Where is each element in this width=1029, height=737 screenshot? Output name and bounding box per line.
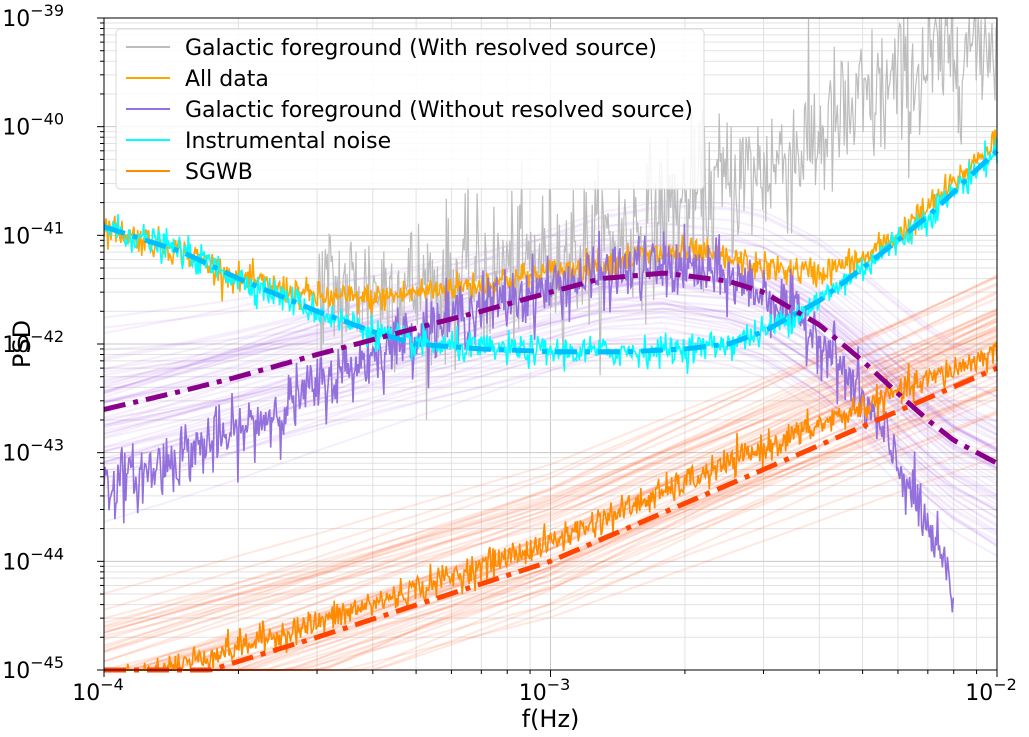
galactic-posterior-sample	[103, 256, 998, 451]
sgwb-posterior-sample	[104, 388, 998, 671]
galactic-posterior-sample	[103, 260, 998, 461]
sgwb-posterior-sample	[104, 290, 998, 671]
x-tick-label: 10−3	[519, 675, 571, 706]
x-tick-label: 10−2	[965, 675, 1017, 706]
sgwb-posterior-sample	[103, 328, 998, 652]
sgwb-posterior-sample	[103, 276, 998, 628]
legend-label-instrumental-noise: Instrumental noise	[185, 129, 391, 154]
series-sgwb-line	[104, 342, 998, 673]
sgwb-posterior-sample	[104, 388, 998, 671]
y-axis-label: PSD	[8, 320, 36, 368]
sgwb-posterior-sample	[104, 389, 998, 671]
x-tick-label: 10−4	[72, 675, 124, 706]
galactic-posterior-sample	[103, 281, 998, 469]
sgwb-posterior-sample	[104, 312, 998, 671]
sgwb-posterior-sample	[104, 326, 998, 671]
sgwb-posterior-sample	[103, 292, 998, 663]
y-tick-label: 10−39	[2, 1, 64, 32]
legend-label-sgwb: SGWB	[185, 160, 253, 185]
galactic-posterior-sample	[103, 307, 998, 498]
legend-label-galactic-foreground-without-resolved-source: Galactic foreground (Without resolved so…	[185, 98, 693, 123]
series-model-5-line	[103, 148, 999, 355]
galactic-posterior-sample	[103, 316, 998, 526]
galactic-posterior-sample	[103, 302, 998, 519]
sgwb-posterior-sample	[103, 328, 998, 663]
y-tick-label: 10−43	[2, 436, 64, 467]
sgwb-posterior-sample	[104, 342, 998, 671]
galactic-posterior-sample	[103, 278, 998, 453]
sgwb-posterior-sample	[103, 282, 998, 595]
galactic-posterior-sample	[103, 278, 998, 464]
sgwb-posterior-sample	[103, 388, 998, 671]
sgwb-posterior-sample	[103, 329, 998, 624]
galactic-posterior-sample	[103, 307, 998, 512]
y-tick-label: 10−40	[2, 110, 64, 141]
y-tick-label: 10−45	[2, 653, 64, 684]
galactic-posterior-sample	[103, 297, 998, 548]
x-axis-label: f(Hz)	[522, 705, 580, 733]
galactic-posterior-sample	[103, 284, 998, 470]
galactic-posterior-sample	[103, 315, 998, 502]
galactic-posterior-sample	[103, 307, 998, 512]
galactic-posterior-sample	[103, 342, 998, 523]
legend-label-galactic-foreground-with-resolved-source: Galactic foreground (With resolved sourc…	[185, 36, 657, 61]
galactic-posterior-sample	[103, 296, 998, 528]
y-tick-label: 10−44	[2, 544, 64, 575]
legend-box	[115, 28, 705, 190]
data-series	[103, 17, 999, 673]
galactic-posterior-sample	[103, 280, 998, 470]
galactic-posterior-sample	[103, 253, 998, 432]
sgwb-posterior-sample	[104, 317, 998, 671]
galactic-posterior-sample	[103, 271, 998, 480]
sgwb-posterior-sample	[103, 326, 998, 633]
series-galactic-foreground-without-resolved-source-line	[103, 223, 955, 613]
galactic-posterior-sample	[103, 292, 998, 472]
galactic-posterior-sample	[103, 354, 998, 557]
legend: Galactic foreground (With resolved sourc…	[115, 28, 705, 190]
sgwb-posterior-sample	[103, 348, 998, 628]
series-model-6-line	[103, 270, 999, 466]
galactic-posterior-sample	[103, 331, 998, 512]
galactic-posterior-sample	[103, 311, 998, 533]
sgwb-posterior-sample	[104, 365, 998, 671]
series-all-data-line	[103, 129, 998, 315]
galactic-posterior-sample	[103, 254, 998, 441]
y-tick-label: 10−41	[2, 218, 64, 249]
galactic-posterior-sample	[103, 277, 998, 450]
legend-label-all-data: All data	[185, 67, 269, 92]
sgwb-posterior-sample	[103, 297, 998, 631]
galactic-posterior-sample	[103, 348, 998, 542]
series-model-7-line	[104, 365, 998, 673]
sgwb-posterior-sample	[104, 310, 998, 671]
